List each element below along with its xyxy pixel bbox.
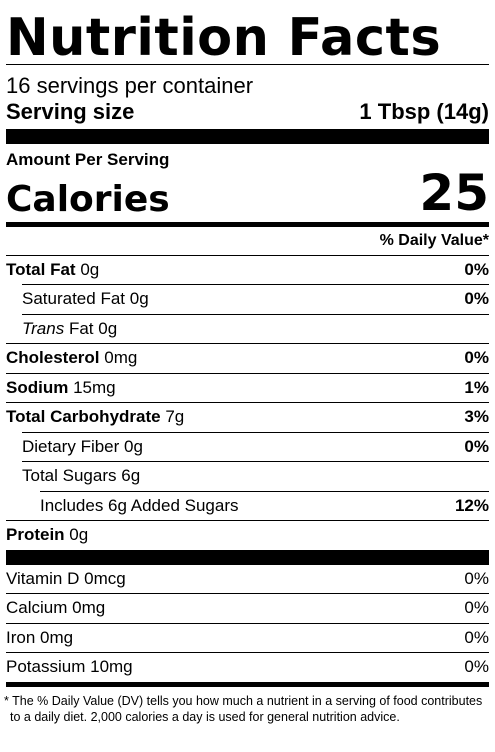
vitamin-row-iron: Iron 0mg 0% <box>6 622 489 653</box>
serving-size-row: Serving size 1 Tbsp (14g) <box>6 99 489 125</box>
vitamin-row-calcium: Calcium 0mg 0% <box>6 593 489 623</box>
nutrient-row-total-sugars: Total Sugars 6g <box>22 461 489 491</box>
protein-divider <box>6 549 489 565</box>
nutrient-name: Total Carbohydrate <box>6 407 161 427</box>
nutrient-dv: 3% <box>464 407 489 427</box>
nutrient-name: Sodium <box>6 377 69 397</box>
vitamins-section: Vitamin D 0mcg 0% Calcium 0mg 0% Iron 0m… <box>6 565 489 682</box>
nutrient-amount: 0g <box>69 525 89 545</box>
nutrient-name: Dietary Fiber <box>22 436 120 456</box>
nutrient-amount: 6g <box>121 466 141 486</box>
nutrient-amount: 0mg <box>104 348 138 368</box>
vitamin-dv: 0% <box>464 568 489 588</box>
serving-size-label: Serving size <box>6 99 135 124</box>
nutrient-name: Saturated Fat <box>22 289 126 309</box>
calories-row: Calories 25 <box>6 164 489 222</box>
nutrient-row-sodium: Sodium 15mg 1% <box>6 372 489 403</box>
nutrient-row-saturated-fat: Saturated Fat 0g 0% <box>22 284 489 314</box>
nutrient-amount: 7g <box>165 407 185 427</box>
daily-value-header: % Daily Value* <box>379 231 489 249</box>
nutrient-name: Includes 6g Added Sugars <box>40 495 239 515</box>
nutrient-row-protein: Protein 0g <box>6 520 489 550</box>
serving-size-value: 1 Tbsp (14g) <box>359 99 489 124</box>
nutrient-row-cholesterol: Cholesterol 0mg 0% <box>6 343 489 373</box>
nutrient-dv: 1% <box>464 377 489 397</box>
vitamin-amount: 0mcg <box>84 568 126 588</box>
nutrient-name: Trans <box>22 318 65 338</box>
nutrient-row-total-carbohydrate: Total Carbohydrate 7g 3% <box>6 402 489 432</box>
title-divider <box>6 64 489 65</box>
nutrient-amount: 0g <box>98 318 118 338</box>
nutrient-row-trans-fat: Trans Fat 0g <box>22 313 489 344</box>
daily-value-footnote: * The % Daily Value (DV) tells you how m… <box>4 693 483 724</box>
nutrient-dv: 0% <box>464 289 489 309</box>
nutrient-name: Cholesterol <box>6 348 100 368</box>
nutrient-dv: 0% <box>464 348 489 368</box>
calories-label: Calories <box>6 178 170 220</box>
vitamin-name: Calcium <box>6 598 68 618</box>
nutrient-amount: 0g <box>124 436 143 456</box>
amount-per-serving: Amount Per Serving <box>6 150 170 169</box>
nutrient-name: Total Fat <box>6 259 76 279</box>
vitamin-dv: 0% <box>464 657 489 677</box>
footnote-divider <box>6 681 489 687</box>
label-title: Nutrition Facts <box>6 8 442 68</box>
vitamin-dv: 0% <box>464 598 489 618</box>
vitamin-dv: 0% <box>464 627 489 647</box>
vitamin-name: Iron <box>6 627 36 647</box>
nutrient-name-suffix: Fat <box>68 318 94 338</box>
vitamin-name: Potassium <box>6 657 86 677</box>
servings-per-container: 16 servings per container <box>6 73 254 98</box>
vitamin-amount: 10mg <box>90 657 133 677</box>
vitamin-amount: 0mg <box>72 598 106 618</box>
vitamin-amount: 0mg <box>40 627 74 647</box>
nutrient-row-total-fat: Total Fat 0g 0% <box>6 254 489 285</box>
nutrient-amount: 0g <box>80 259 100 279</box>
nutrient-name: Total Sugars <box>22 466 117 486</box>
nutrient-dv: 0% <box>464 259 489 279</box>
nutrient-row-added-sugars: Includes 6g Added Sugars 12% <box>40 490 489 521</box>
vitamin-row-potassium: Potassium 10mg 0% <box>6 652 489 682</box>
nutrient-dv: 12% <box>454 495 489 515</box>
nutrient-amount: 0g <box>129 289 149 309</box>
calories-divider <box>6 221 489 227</box>
nutrient-name: Protein <box>6 525 65 545</box>
nutrient-row-dietary-fiber: Dietary Fiber 0g 0% <box>22 431 489 462</box>
calories-value: 25 <box>419 164 489 222</box>
vitamin-name: Vitamin D <box>6 568 80 588</box>
vitamin-row-vitamin-d: Vitamin D 0mcg 0% <box>6 565 489 594</box>
serving-divider <box>6 129 489 144</box>
nutrient-dv: 0% <box>464 436 489 456</box>
nutrient-amount: 15mg <box>73 377 116 397</box>
